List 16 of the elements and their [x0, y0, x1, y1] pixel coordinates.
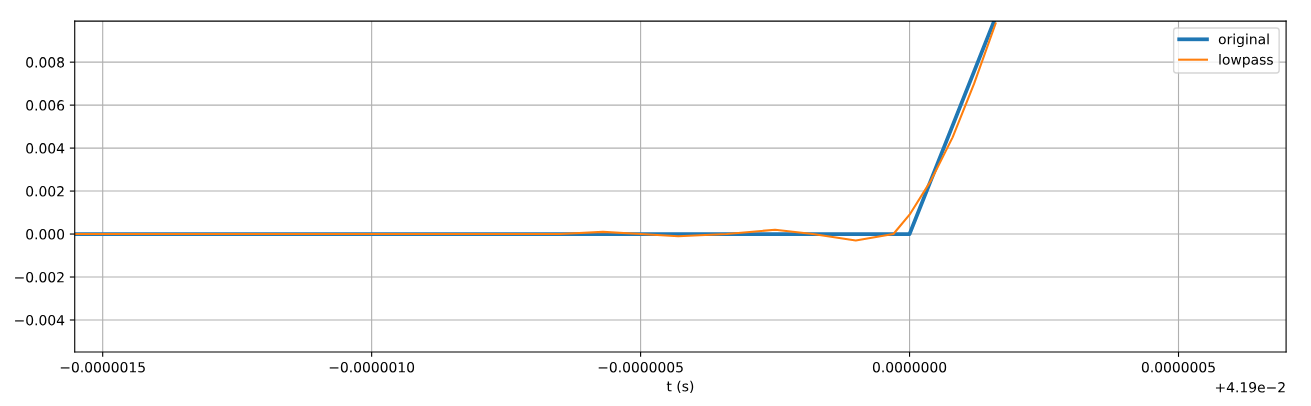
x-tick-label: 0.0000000 — [872, 361, 947, 373]
text: +4.19e−2 — [1215, 382, 1285, 393]
x-tick-label: −0.0000005 — [598, 361, 683, 373]
y-tick-label: 0.004 — [26, 143, 65, 154]
x-tick-label: 0.0000005 — [1141, 361, 1215, 373]
y-tick-label: 0.006 — [26, 100, 65, 111]
legend-label: lowpass — [1219, 54, 1273, 68]
y-tick-label: 0.002 — [26, 186, 64, 197]
y-tick-label: −0.002 — [15, 271, 64, 283]
legend-label: original — [1218, 33, 1269, 48]
x-tick-label: −0.0000015 — [60, 361, 145, 373]
x-axis-title: t (s) — [666, 380, 694, 394]
x-tick-label: −0.0000010 — [329, 361, 415, 373]
y-tick-label: 0.000 — [26, 229, 65, 240]
y-tick-label: 0.008 — [26, 57, 65, 68]
y-tick-label: −0.004 — [15, 314, 65, 326]
